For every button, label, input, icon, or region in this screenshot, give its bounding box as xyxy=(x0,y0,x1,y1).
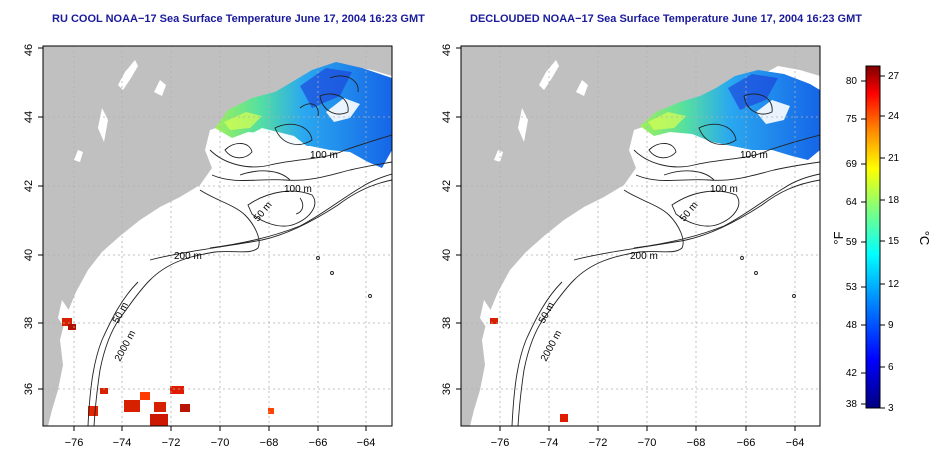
x-tick-label: −72 xyxy=(589,437,608,449)
sst-gulf-of-maine xyxy=(215,62,392,168)
colorbar-f-tick: 64 xyxy=(846,197,858,208)
panel-right-map: 100 m 100 m 50 m 200 m 50 m 2000 m xyxy=(461,46,820,426)
x-tick-label: −66 xyxy=(737,437,756,449)
contour-label: 100 m xyxy=(284,184,312,195)
colorbar-c-tick: 21 xyxy=(888,153,900,164)
x-tick-label: −64 xyxy=(357,437,376,449)
contour-label: 100 m xyxy=(740,150,768,161)
colorbar-celsius-label: °C xyxy=(917,231,932,246)
colorbar-fahrenheit-label: °F xyxy=(831,231,846,244)
colorbar-f-tick: 38 xyxy=(846,399,858,410)
x-tick-label: −70 xyxy=(638,437,657,449)
y-tick-label: 42 xyxy=(23,180,35,192)
x-tick-label: −74 xyxy=(540,437,559,449)
x-tick-label: −68 xyxy=(260,437,279,449)
bathymetry-contours xyxy=(511,93,820,426)
contour-label: 100 m xyxy=(310,150,338,161)
axis-ticks xyxy=(38,47,796,431)
x-tick-label: −64 xyxy=(786,437,805,449)
colorbar-c-tick: 27 xyxy=(888,71,900,82)
colorbar-c-tick: 12 xyxy=(888,279,900,290)
y-tick-label: 36 xyxy=(441,383,453,395)
y-tick-label: 38 xyxy=(23,317,35,329)
colorbar-f-tick: 42 xyxy=(846,368,858,379)
colorbar-c-tick: 3 xyxy=(888,403,894,414)
x-tick-label: −76 xyxy=(491,437,510,449)
sst-warm-patches xyxy=(490,318,568,422)
colorbar-f-tick: 75 xyxy=(846,114,858,125)
y-tick-label: 44 xyxy=(441,111,453,123)
inland-water xyxy=(480,60,588,362)
contour-label: 200 m xyxy=(174,251,202,262)
x-tick-labels: −76 −74 −72 −70 −68 −66 −64 −76 −74 −72 … xyxy=(65,437,805,449)
y-tick-label: 40 xyxy=(441,249,453,261)
x-tick-label: −74 xyxy=(113,437,132,449)
x-tick-label: −66 xyxy=(309,437,328,449)
y-tick-label: 42 xyxy=(441,180,453,192)
y-tick-label: 46 xyxy=(23,44,35,56)
land-mass xyxy=(43,46,392,426)
colorbar-c-tick: 15 xyxy=(888,236,900,247)
grid-lines xyxy=(461,46,820,426)
contour-label: 200 m xyxy=(630,251,658,262)
land-mass xyxy=(461,46,820,426)
panel-right-title: DECLOUDED NOAA−17 Sea Surface Temperatur… xyxy=(470,13,862,25)
sst-warm-patches xyxy=(62,318,274,426)
colorbar: 80 75 69 64 59 53 48 42 38 27 24 21 18 1… xyxy=(831,65,932,414)
colorbar-c-tick: 6 xyxy=(888,362,894,373)
colorbar-f-tick: 69 xyxy=(846,159,858,170)
panel-right-frame xyxy=(460,45,821,427)
colorbar-ramp xyxy=(865,65,881,409)
y-tick-label: 44 xyxy=(23,111,35,123)
panel-left-map: 100 m 100 m 50 m 200 m 50 m 2000 m xyxy=(43,46,392,426)
y-tick-label: 40 xyxy=(23,249,35,261)
x-tick-label: −76 xyxy=(65,437,84,449)
colorbar-c-tick: 24 xyxy=(888,111,900,122)
panel-left-frame xyxy=(42,45,393,427)
colorbar-f-tick: 53 xyxy=(846,282,858,293)
grid-lines xyxy=(43,46,392,426)
sst-gulf-of-maine xyxy=(640,70,820,160)
colorbar-c-tick: 18 xyxy=(888,195,900,206)
y-tick-labels: 36 38 40 42 44 46 36 38 40 42 44 46 xyxy=(23,44,453,395)
y-tick-label: 36 xyxy=(23,383,35,395)
y-tick-label: 38 xyxy=(441,317,453,329)
panel-left-title: RU COOL NOAA−17 Sea Surface Temperature … xyxy=(52,13,425,25)
colorbar-c-tick: 9 xyxy=(888,320,894,331)
x-tick-label: −72 xyxy=(162,437,181,449)
bathymetry-contours xyxy=(87,75,392,426)
y-tick-label: 46 xyxy=(441,44,453,56)
colorbar-f-tick: 80 xyxy=(846,76,858,87)
x-tick-label: −70 xyxy=(211,437,230,449)
x-tick-label: −68 xyxy=(687,437,706,449)
colorbar-f-tick: 59 xyxy=(846,237,858,248)
contour-label: 100 m xyxy=(710,184,738,195)
colorbar-f-tick: 48 xyxy=(846,320,858,331)
